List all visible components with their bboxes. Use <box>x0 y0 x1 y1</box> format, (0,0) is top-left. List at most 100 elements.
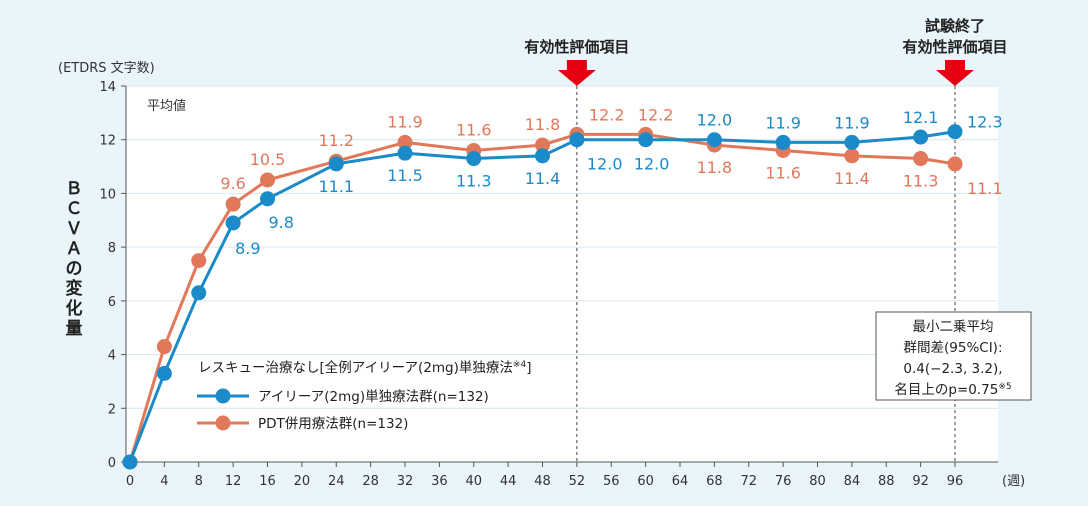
data-point <box>947 124 963 140</box>
x-tick-label: 36 <box>431 474 448 489</box>
data-point <box>844 148 860 164</box>
stats-note-sup: ※5 <box>998 382 1011 392</box>
x-tick-label: 24 <box>328 474 345 489</box>
x-tick-label: 28 <box>362 474 379 489</box>
data-label: 12.1 <box>903 108 939 127</box>
legend-entry: アイリーア(2mg)単独療法群(n=132) <box>258 388 489 405</box>
annotation-arrow <box>557 60 596 86</box>
data-label: 8.9 <box>235 239 260 258</box>
legend-swatch-marker <box>215 388 231 404</box>
data-point <box>844 134 860 150</box>
data-label: 11.3 <box>456 172 492 191</box>
data-point <box>535 137 550 153</box>
y-tick-label: 2 <box>108 402 116 417</box>
x-tick-label: 40 <box>465 474 482 489</box>
data-label: 10.5 <box>250 150 286 169</box>
stats-note-line: 名目上のp=0.75※5 <box>894 382 1011 398</box>
x-tick-label: 96 <box>947 474 964 489</box>
x-ticks: 0 4 8 12 16 20 24 28 32 36 40 44 48 52 56 60 64 68 72 76 80 8… <box>126 462 963 489</box>
x-tick-label: 16 <box>259 474 276 489</box>
data-point <box>638 132 654 148</box>
x-tick-label: 88 <box>878 474 895 489</box>
data-label: 9.6 <box>220 174 245 193</box>
y-tick-label: 6 <box>108 295 116 310</box>
data-point <box>913 151 929 167</box>
data-point <box>225 215 241 231</box>
data-point <box>191 253 207 269</box>
legend-title-main: レスキュー治療なし[全例アイリーア(2mg)単独療法 <box>198 359 513 376</box>
x-tick-label: 72 <box>740 474 757 489</box>
y-tick-label: 0 <box>108 456 116 471</box>
data-label: 11.5 <box>387 166 423 185</box>
data-point <box>913 129 929 145</box>
y-ticks: 0 2 4 6 8 10 12 14 <box>99 80 126 471</box>
legend-entry: PDT併用療法群(n=132) <box>258 415 408 432</box>
data-point <box>397 134 413 150</box>
data-label: 11.3 <box>903 172 939 191</box>
annotation-arrow <box>936 60 974 86</box>
x-tick-label: 0 <box>126 474 134 489</box>
data-point <box>260 191 275 207</box>
data-point <box>775 134 791 150</box>
y-tick-label: 10 <box>99 187 116 202</box>
stats-note-line-text: 0.4(−2.3, 3.2), <box>903 361 1002 377</box>
legend-title-sup: ※4 <box>513 360 527 370</box>
x-tick-label: 44 <box>500 474 517 489</box>
subtitle: 平均値 <box>147 98 186 114</box>
x-tick-label: 20 <box>294 474 311 489</box>
legend-title: レスキュー治療なし[全例アイリーア(2mg)単独療法※4] <box>198 359 531 376</box>
x-tick-label: 64 <box>672 474 689 489</box>
data-label: 9.8 <box>269 213 294 232</box>
x-tick-label: 68 <box>706 474 723 489</box>
data-point <box>947 156 963 172</box>
x-tick-label: 8 <box>195 474 203 489</box>
series-line <box>128 132 956 463</box>
data-point <box>569 132 585 148</box>
data-label: 11.9 <box>387 112 423 131</box>
data-label: 11.1 <box>967 179 1003 198</box>
data-label: 11.6 <box>765 163 801 182</box>
data-label: 11.8 <box>525 115 561 134</box>
series-line <box>128 130 956 463</box>
x-tick-label: 32 <box>397 474 414 489</box>
x-tick-label: 84 <box>844 474 861 489</box>
data-point <box>260 172 275 188</box>
y-tick-label: 4 <box>108 349 116 364</box>
data-label: 11.1 <box>318 177 354 196</box>
data-label: 12.0 <box>697 111 733 130</box>
y-unit-label: (ETDRS 文字数) <box>58 61 155 76</box>
data-label: 11.2 <box>318 131 354 150</box>
data-point <box>156 365 172 381</box>
data-point <box>328 156 344 172</box>
stats-note-line-text: 群間差(95%CI): <box>904 340 1003 356</box>
y-tick-label: 14 <box>99 80 116 95</box>
data-label: 12.2 <box>589 105 625 124</box>
data-label: 11.6 <box>456 120 492 139</box>
y-tick-label: 12 <box>99 134 116 149</box>
data-label: 11.4 <box>834 169 870 188</box>
data-point <box>122 454 138 470</box>
data-labels: 8.9 9.8 11.1 11.5 11.3 11.4 12.0 12.0 12.0 11.9 11… <box>220 105 1002 258</box>
x-tick-label: 76 <box>775 474 792 489</box>
x-tick-label: 60 <box>637 474 654 489</box>
x-tick-label: 4 <box>160 474 168 489</box>
annotation-text: 有効性評価項目 <box>524 38 629 56</box>
legend-title-end: ] <box>526 360 531 376</box>
legend-swatch-marker <box>215 415 231 431</box>
x-unit-label: (週) <box>1002 474 1025 489</box>
legend: レスキュー治療なし[全例アイリーア(2mg)単独療法※4] アイリーア(2mg)単… <box>197 359 531 432</box>
stats-note-line: 0.4(−2.3, 3.2), <box>903 361 1002 377</box>
y-tick-label: 8 <box>108 241 116 256</box>
stats-note-line: 群間差(95%CI): <box>904 340 1003 356</box>
annotation-text: 有効性評価項目 <box>902 38 1007 56</box>
data-point <box>156 339 172 355</box>
data-label: 11.9 <box>765 113 801 132</box>
data-label: 11.4 <box>525 169 561 188</box>
stats-note-line-text: 名目上のp=0.75 <box>894 382 998 398</box>
y-axis-label: ＢＣＶＡの変化量 <box>66 179 83 339</box>
data-point <box>706 132 722 148</box>
data-label: 12.0 <box>634 155 670 174</box>
data-label: 12.2 <box>638 105 674 124</box>
